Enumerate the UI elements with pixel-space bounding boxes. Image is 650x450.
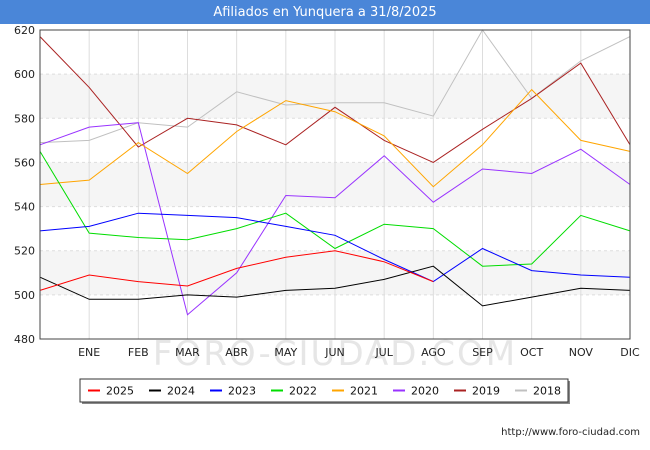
series-line-2022 <box>39 151 631 267</box>
watermark: FORO-CIUDAD.COM <box>153 334 517 374</box>
y-tick-labels: 480 500 520 540 560 580 600 620 <box>14 24 35 346</box>
legend-label: 2018 <box>533 385 561 398</box>
chart-title-bar: Afiliados en Yunquera a 31/8/2025 <box>0 0 650 24</box>
y-tick-label: 580 <box>14 112 35 125</box>
legend-label: 2022 <box>289 385 317 398</box>
series-line-2025 <box>39 250 434 291</box>
series-lines <box>39 29 631 316</box>
y-tick-label: 560 <box>14 156 35 169</box>
x-tick-label: MAY <box>274 346 297 359</box>
y-tick-label: 600 <box>14 68 35 81</box>
y-tick-label: 540 <box>14 201 35 214</box>
plot-frame <box>39 29 631 340</box>
source-url[interactable]: http://www.foro-ciudad.com <box>501 427 640 438</box>
series-line-2023 <box>39 212 631 283</box>
x-tick-label: JUL <box>374 346 393 359</box>
x-tick-label: SEP <box>472 346 493 359</box>
y-tick-label: 500 <box>14 289 35 302</box>
legend-label: 2021 <box>350 385 378 398</box>
axes <box>39 29 631 340</box>
legend-label: 2020 <box>411 385 439 398</box>
y-tick-label: 480 <box>14 333 35 346</box>
series-line-2021 <box>39 88 631 188</box>
x-tick-label: JUN <box>324 346 345 359</box>
series-line-2024 <box>39 265 631 307</box>
legend-label: 2025 <box>106 385 134 398</box>
legend-label: 2019 <box>472 385 500 398</box>
series-line-2019 <box>39 36 631 163</box>
x-tick-label: ENE <box>78 346 100 359</box>
y-tick-label: 620 <box>14 24 35 37</box>
x-tick-label: AGO <box>421 346 446 359</box>
x-tick-label: OCT <box>520 346 543 359</box>
legend-box <box>79 378 569 403</box>
x-tick-label: DIC <box>620 346 640 359</box>
y-tick-label: 520 <box>14 245 35 258</box>
x-tick-label: ABR <box>225 346 248 359</box>
legend: 2025 2024 2023 2022 2021 2020 2019 2018 <box>79 378 570 404</box>
x-tick-label: FEB <box>128 346 149 359</box>
x-tick-labels: ENE FEB MAR ABR MAY JUN JUL AGO SEP OCT NOV DIC <box>78 346 640 359</box>
series-line-2020 <box>39 122 631 316</box>
x-tick-label: NOV <box>569 346 594 359</box>
chart-title: Afiliados en Yunquera a 31/8/2025 <box>213 4 437 20</box>
legend-label: 2023 <box>228 385 256 398</box>
legend-label: 2024 <box>167 385 195 398</box>
x-tick-label: MAR <box>175 346 200 359</box>
